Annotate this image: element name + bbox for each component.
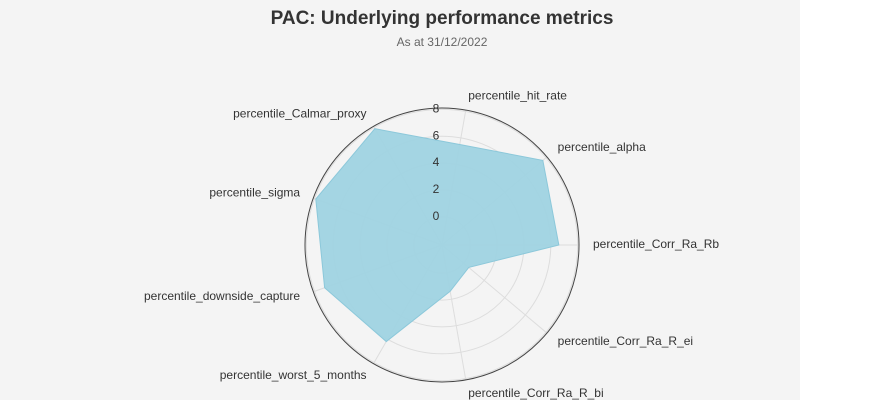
r-tick-label: 4	[433, 155, 440, 169]
category-label: percentile_hit_rate	[468, 88, 567, 102]
category-label: percentile_worst_5_months	[220, 368, 367, 382]
category-label: percentile_Corr_Ra_R_ei	[558, 334, 693, 348]
outer-ring	[304, 107, 580, 383]
category-label: percentile_sigma	[209, 186, 300, 200]
category-label: percentile_Calmar_proxy	[233, 106, 366, 120]
category-label: percentile_Corr_Ra_R_bi	[468, 386, 603, 400]
category-label: percentile_Corr_Ra_Rb	[593, 237, 719, 251]
chart-subtitle: As at 31/12/2022	[397, 35, 488, 49]
category-label: percentile_alpha	[558, 140, 646, 154]
r-tick-label: 2	[433, 182, 440, 196]
chart-title: PAC: Underlying performance metrics	[271, 8, 614, 29]
category-label: percentile_downside_capture	[144, 289, 300, 303]
r-tick-label: 6	[433, 128, 440, 142]
r-tick-label: 0	[433, 209, 440, 223]
r-tick-label: 8	[433, 102, 440, 116]
radar-area	[315, 128, 560, 343]
